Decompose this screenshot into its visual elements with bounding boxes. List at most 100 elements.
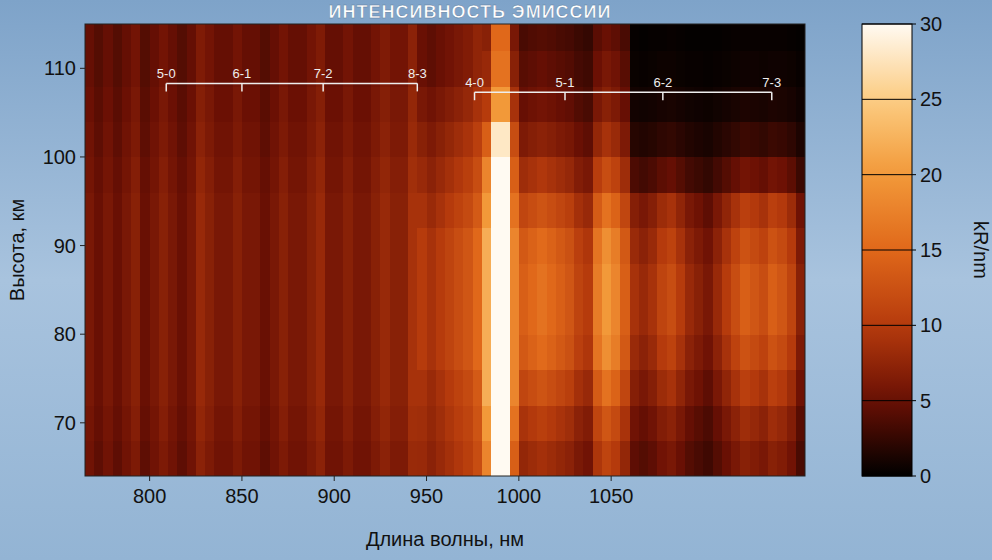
heatmap-cell (454, 51, 464, 87)
heatmap-cell (685, 192, 695, 228)
heatmap-cell (445, 334, 455, 370)
heatmap-cell (759, 405, 769, 441)
heatmap-cell (648, 263, 658, 299)
heatmap-cell (307, 334, 317, 370)
heatmap-cell (380, 228, 390, 264)
heatmap-cell (500, 86, 510, 122)
heatmap-cell (787, 441, 797, 476)
heatmap-cell (94, 370, 104, 406)
heatmap-cell (676, 86, 686, 122)
heatmap-cell (759, 228, 769, 264)
y-tick (80, 245, 85, 246)
heatmap-cell (251, 405, 261, 441)
y-tick-label: 80 (54, 323, 76, 345)
heatmap-cell (657, 157, 667, 193)
heatmap-cell (399, 441, 409, 476)
heatmap-cell (611, 334, 621, 370)
heatmap-cell (445, 86, 455, 122)
heatmap-cell (528, 299, 538, 335)
heatmap-cell (528, 370, 538, 406)
heatmap-cell (519, 263, 529, 299)
heatmap-cell (565, 405, 575, 441)
heatmap-cell (150, 228, 160, 264)
heatmap-cell (233, 121, 243, 157)
heatmap-cell (537, 24, 547, 51)
heatmap-cell (750, 228, 760, 264)
heatmap-cell (436, 370, 446, 406)
heatmap-cell (316, 86, 326, 122)
heatmap-cell (777, 228, 787, 264)
heatmap-cell (685, 441, 695, 476)
heatmap-cell (390, 51, 400, 87)
heatmap-cell (583, 441, 593, 476)
heatmap-cell (639, 192, 649, 228)
heatmap-cell (242, 157, 252, 193)
heatmap-cell (537, 51, 547, 87)
heatmap-cell (150, 86, 160, 122)
heatmap-cell (685, 24, 695, 51)
heatmap-cell (491, 405, 501, 441)
heatmap-cell (417, 24, 427, 51)
heatmap-cell (620, 51, 630, 87)
heatmap-cell (85, 157, 95, 193)
heatmap-cell (593, 405, 603, 441)
heatmap-cell (713, 51, 723, 87)
heatmap-cell (334, 441, 344, 476)
heatmap-cell (159, 299, 169, 335)
heatmap-cell (408, 334, 418, 370)
heatmap-cell (205, 334, 215, 370)
heatmap-cell (796, 441, 805, 476)
heatmap-cell (196, 192, 206, 228)
heatmap-cell (630, 299, 640, 335)
heatmap-cell (242, 405, 252, 441)
heatmap-cell (639, 121, 649, 157)
heatmap-cell (482, 157, 492, 193)
heatmap-cell (667, 192, 677, 228)
heatmap-cell (602, 157, 612, 193)
heatmap-cell (205, 299, 215, 335)
heatmap-cell (703, 405, 713, 441)
heatmap-cell (362, 24, 372, 51)
heatmap-cell (113, 405, 123, 441)
heatmap-cell (722, 157, 732, 193)
heatmap-cell (583, 263, 593, 299)
heatmap-cell (556, 299, 566, 335)
heatmap-cell (703, 299, 713, 335)
heatmap-cell (547, 121, 557, 157)
heatmap-cell (519, 24, 529, 51)
heatmap-cell (427, 157, 437, 193)
heatmap-cell (537, 192, 547, 228)
x-tick-label: 950 (410, 485, 443, 507)
heatmap-cell (768, 121, 778, 157)
heatmap-cell (150, 192, 160, 228)
heatmap-cell (473, 192, 483, 228)
heatmap-cell (307, 441, 317, 476)
heatmap-cell (676, 51, 686, 87)
heatmap-cell (630, 121, 640, 157)
heatmap-cell (362, 121, 372, 157)
heatmap-cell (445, 24, 455, 51)
heatmap-cell (362, 192, 372, 228)
heatmap-cell (205, 228, 215, 264)
heatmap-cell (371, 405, 381, 441)
heatmap-cell (297, 24, 307, 51)
heatmap-cell (731, 228, 741, 264)
heatmap-cell (214, 263, 224, 299)
heatmap-cell (307, 370, 317, 406)
heatmap-cell (722, 441, 732, 476)
heatmap-cell (750, 86, 760, 122)
heatmap-cell (196, 334, 206, 370)
heatmap-cell (168, 192, 178, 228)
heatmap-cell (510, 24, 520, 51)
band-label: 6-1 (233, 66, 252, 81)
heatmap-cell (722, 263, 732, 299)
heatmap-cell (131, 51, 141, 87)
heatmap-cell (94, 157, 104, 193)
heatmap-cell (270, 334, 280, 370)
heatmap-cell (242, 86, 252, 122)
heatmap-cell (463, 299, 473, 335)
heatmap-cell (759, 157, 769, 193)
heatmap-cell (223, 86, 233, 122)
heatmap-cell (343, 51, 353, 87)
heatmap-cell (103, 299, 113, 335)
